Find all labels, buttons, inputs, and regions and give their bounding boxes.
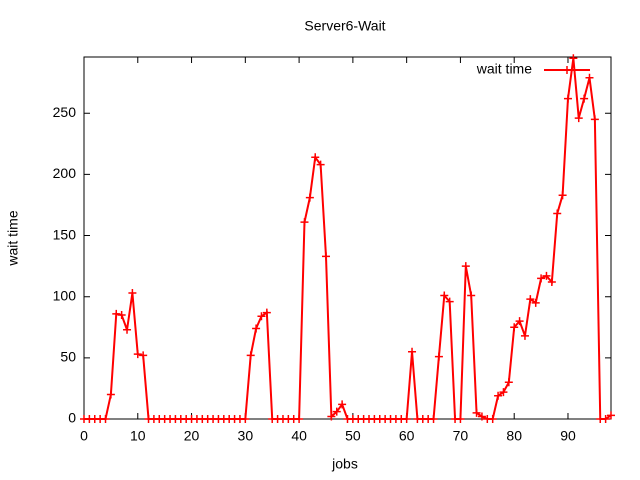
x-tick-label: 90 [560, 428, 576, 444]
x-tick-label: 80 [506, 428, 522, 444]
data-point [547, 278, 556, 287]
x-tick-label: 50 [345, 428, 361, 444]
y-tick-label: 150 [53, 226, 77, 242]
data-point [101, 415, 110, 423]
x-tick-label: 40 [291, 428, 307, 444]
data-point [520, 331, 529, 340]
y-tick-label: 100 [53, 287, 77, 303]
data-point [499, 388, 508, 397]
data-point [488, 415, 497, 423]
data-point [563, 94, 572, 103]
data-point [494, 391, 503, 400]
legend-label: wait time [476, 61, 532, 77]
data-point [106, 390, 115, 399]
data-point [590, 115, 599, 124]
data-point [445, 297, 454, 306]
x-tick-label: 30 [238, 428, 254, 444]
x-tick-label: 60 [399, 428, 415, 444]
data-point [429, 415, 438, 423]
data-point [558, 191, 567, 200]
data-point [128, 289, 137, 298]
data-point [569, 54, 578, 63]
data-point [117, 311, 126, 320]
data-point [537, 274, 546, 283]
data-point [472, 408, 481, 417]
data-point [531, 298, 540, 307]
x-axis-label: jobs [331, 456, 358, 472]
y-tick-label: 0 [68, 410, 76, 426]
data-point [262, 308, 271, 317]
data-point [257, 312, 266, 321]
data-point [542, 271, 551, 280]
data-point [133, 350, 142, 359]
plot-frame [83, 56, 612, 420]
y-tick-label: 250 [53, 104, 77, 120]
data-point [504, 378, 513, 387]
data-point [241, 415, 250, 423]
y-axis-label: wait time [5, 210, 21, 266]
data-point [123, 325, 132, 334]
data-point [461, 262, 470, 271]
legend-marker [563, 66, 571, 74]
x-tick-label: 20 [184, 428, 200, 444]
data-point [553, 209, 562, 218]
data-point [510, 323, 519, 332]
y-tick-label: 200 [53, 165, 77, 181]
data-point [305, 193, 314, 202]
data-point [332, 407, 341, 416]
y-tick-label: 50 [60, 349, 76, 365]
data-point [456, 415, 465, 423]
data-point [321, 252, 330, 261]
data-line [84, 58, 612, 420]
data-point [467, 291, 476, 300]
data-point [607, 411, 615, 420]
x-tick-label: 10 [130, 428, 146, 444]
x-tick-label: 0 [80, 428, 88, 444]
data-point [402, 415, 411, 423]
data-point [295, 415, 304, 423]
data-point [139, 351, 148, 360]
data-point [311, 153, 320, 162]
data-point [477, 412, 486, 421]
data-point [440, 291, 449, 300]
chart-title: Server6-Wait [304, 18, 385, 34]
data-point [316, 160, 325, 169]
data-point [601, 415, 610, 423]
data-point [327, 412, 336, 421]
data-point [580, 94, 589, 103]
data-point [434, 352, 443, 361]
data-point [112, 309, 121, 318]
data-point [526, 295, 535, 304]
data-point [408, 347, 417, 356]
data-point [515, 317, 524, 326]
data-point [246, 351, 255, 360]
data-point [252, 324, 261, 333]
x-tick-label: 70 [453, 428, 469, 444]
data-point [338, 400, 347, 409]
data-point [574, 114, 583, 123]
data-point [300, 218, 309, 227]
data-point [585, 73, 594, 82]
